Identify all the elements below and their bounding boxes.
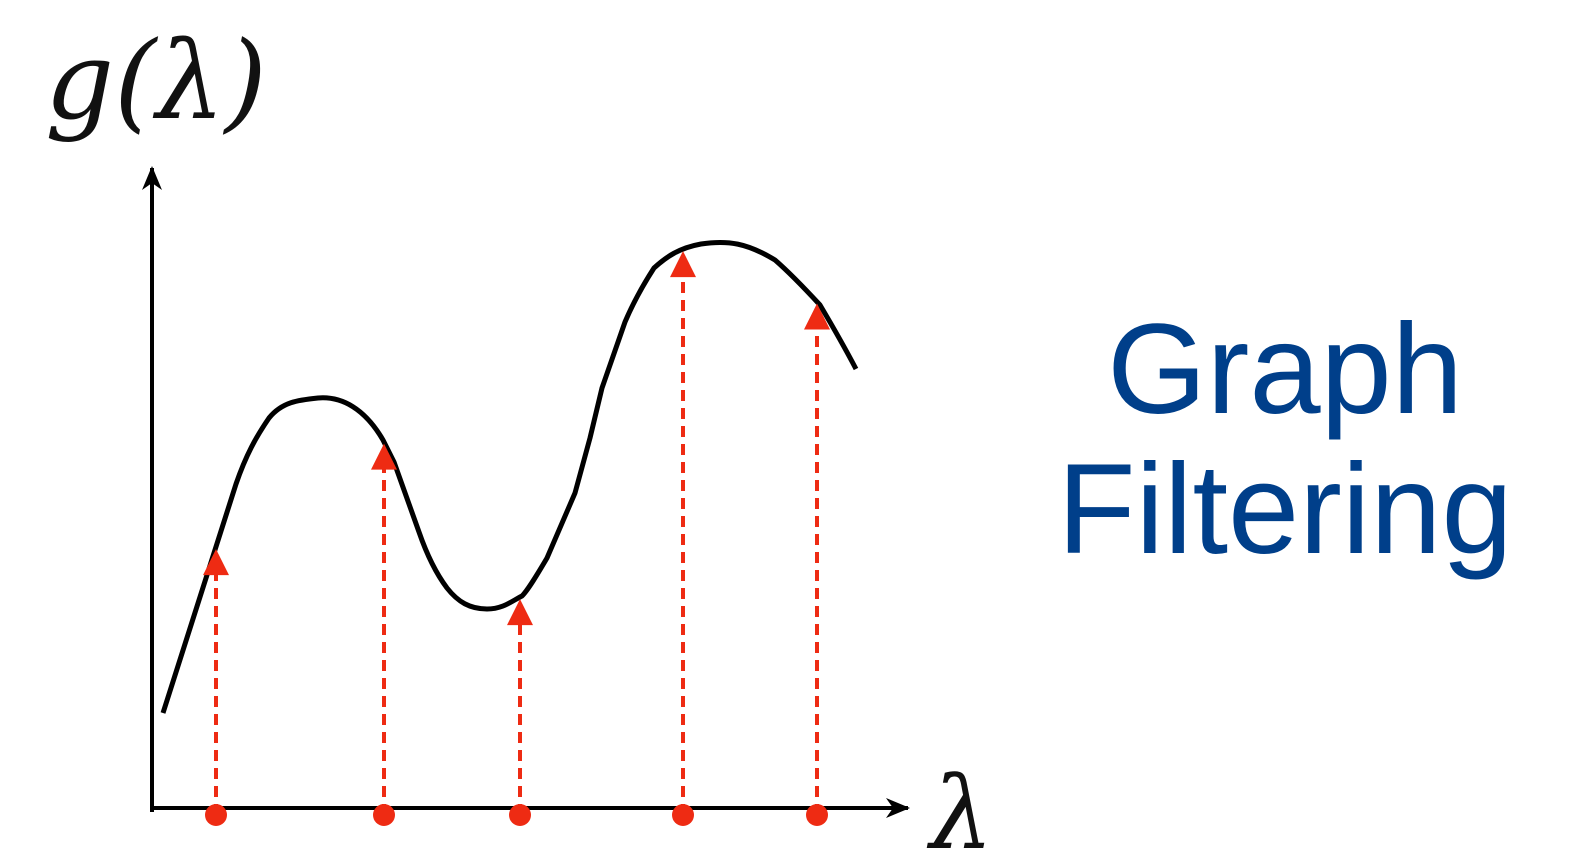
sample-arrowhead bbox=[371, 443, 397, 470]
y-axis-label: g(λ) bbox=[45, 19, 267, 144]
sample-arrowhead bbox=[804, 303, 830, 330]
sample-arrowhead bbox=[670, 251, 696, 278]
sample-5 bbox=[804, 303, 830, 826]
sample-point bbox=[205, 804, 227, 826]
sample-point bbox=[509, 804, 531, 826]
sample-point bbox=[672, 804, 694, 826]
title-line-2: Filtering bbox=[1057, 438, 1513, 581]
sample-arrowhead bbox=[203, 549, 229, 576]
sample-arrowhead bbox=[507, 599, 533, 626]
sample-point bbox=[806, 804, 828, 826]
sample-point bbox=[373, 804, 395, 826]
title-line-1: Graph bbox=[1107, 298, 1463, 441]
sample-1 bbox=[203, 549, 229, 826]
sample-4 bbox=[670, 251, 696, 826]
sample-3 bbox=[507, 599, 533, 826]
graph-filtering-title: Graph Filtering bbox=[1015, 300, 1555, 580]
x-axis-label: λ bbox=[926, 755, 993, 862]
filter-response-curve bbox=[160, 239, 859, 714]
sample-stems bbox=[203, 251, 830, 826]
sample-2 bbox=[371, 443, 397, 826]
